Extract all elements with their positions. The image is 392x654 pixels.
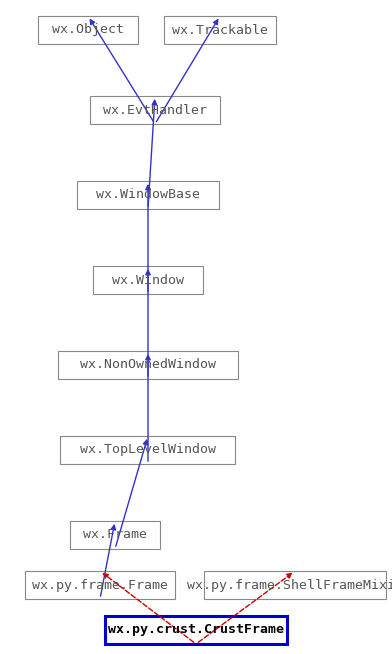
FancyBboxPatch shape (58, 351, 238, 379)
FancyBboxPatch shape (77, 181, 219, 209)
Text: wx.py.crust.CrustFrame: wx.py.crust.CrustFrame (108, 623, 284, 636)
FancyBboxPatch shape (93, 266, 203, 294)
Text: wx.Frame: wx.Frame (83, 528, 147, 542)
Text: wx.Object: wx.Object (52, 24, 124, 37)
FancyBboxPatch shape (60, 436, 236, 464)
FancyBboxPatch shape (38, 16, 138, 44)
Text: wx.WindowBase: wx.WindowBase (96, 188, 200, 201)
FancyBboxPatch shape (105, 616, 287, 644)
Text: wx.Window: wx.Window (112, 273, 184, 286)
FancyBboxPatch shape (90, 96, 220, 124)
Text: wx.py.frame.Frame: wx.py.frame.Frame (32, 579, 168, 591)
Text: wx.py.frame.ShellFrameMixin: wx.py.frame.ShellFrameMixin (187, 579, 392, 591)
Text: wx.NonOwnedWindow: wx.NonOwnedWindow (80, 358, 216, 371)
FancyBboxPatch shape (164, 16, 276, 44)
FancyBboxPatch shape (25, 571, 175, 599)
Text: wx.EvtHandler: wx.EvtHandler (103, 103, 207, 116)
Text: wx.Trackable: wx.Trackable (172, 24, 268, 37)
FancyBboxPatch shape (204, 571, 386, 599)
Text: wx.TopLevelWindow: wx.TopLevelWindow (80, 443, 216, 456)
FancyBboxPatch shape (70, 521, 160, 549)
